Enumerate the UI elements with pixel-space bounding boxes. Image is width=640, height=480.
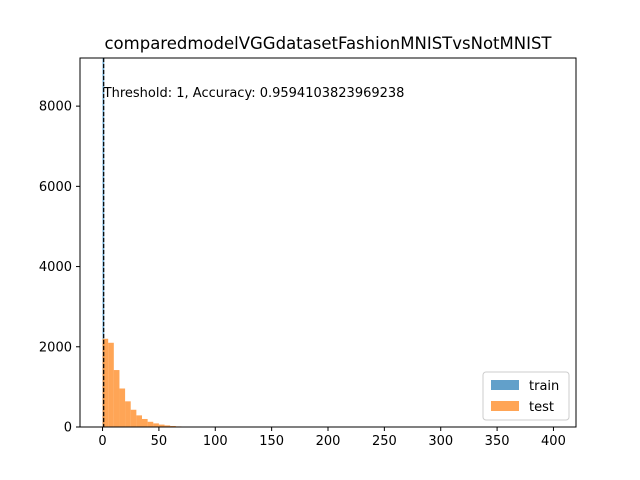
bar-train-0	[102, 58, 105, 427]
x-tick-label-100: 100	[203, 434, 228, 449]
bar-test-8	[147, 421, 154, 427]
bar-test-0	[102, 338, 109, 427]
x-tick-label-250: 250	[372, 434, 397, 449]
x-axis: 0 50 100 150 200 250 300 350 400	[98, 427, 566, 449]
y-axis: 0 2000 4000 6000 8000	[39, 100, 80, 436]
x-tick-label-400: 400	[541, 434, 566, 449]
bar-test-10	[158, 424, 165, 427]
bar-test-1	[108, 342, 114, 427]
bar-test-4	[125, 401, 131, 427]
y-tick-label-8000: 8000	[39, 100, 72, 115]
x-tick-label-300: 300	[428, 434, 453, 449]
bar-test-11	[164, 425, 171, 427]
bar-test-6	[136, 415, 142, 427]
bar-test-2	[113, 370, 120, 427]
y-tick-label-4000: 4000	[39, 260, 72, 275]
legend-label-test: test	[529, 400, 554, 415]
legend-swatch-train	[491, 380, 519, 390]
y-tick-label-6000: 6000	[39, 180, 72, 195]
bar-test-7	[142, 418, 148, 427]
bar-test-5	[130, 409, 137, 427]
x-tick-label-200: 200	[316, 434, 341, 449]
bar-test-9	[153, 423, 159, 427]
x-tick-label-50: 50	[151, 434, 168, 449]
threshold-annotation: Threshold: 1, Accuracy: 0.95941038239692…	[103, 86, 405, 101]
x-tick-label-350: 350	[485, 434, 510, 449]
y-tick-label-2000: 2000	[39, 340, 72, 355]
x-tick-label-0: 0	[98, 434, 106, 449]
bar-test-12	[170, 425, 176, 427]
bars-layer	[102, 58, 193, 427]
legend-swatch-test	[491, 401, 519, 411]
bar-test-3	[119, 388, 126, 427]
legend-label-train: train	[529, 379, 559, 394]
chart-title: comparedmodelVGGdatasetFashionMNISTvsNot…	[104, 34, 552, 53]
y-tick-label-0: 0	[64, 421, 72, 436]
legend: train test	[482, 371, 570, 421]
x-tick-label-150: 150	[259, 434, 284, 449]
